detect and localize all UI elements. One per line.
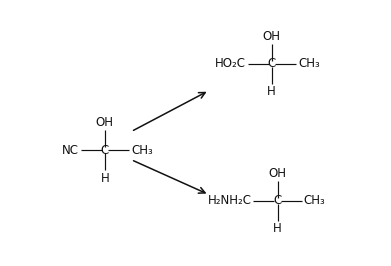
Text: CH₃: CH₃ bbox=[298, 57, 320, 70]
Text: OH: OH bbox=[269, 167, 287, 180]
Text: HO₂C: HO₂C bbox=[215, 57, 246, 70]
Text: CH₃: CH₃ bbox=[131, 144, 153, 157]
Text: C: C bbox=[267, 57, 276, 70]
Text: H₂NH₂C: H₂NH₂C bbox=[207, 194, 251, 207]
Text: NC: NC bbox=[62, 144, 79, 157]
Text: H: H bbox=[100, 172, 109, 185]
Text: C: C bbox=[100, 144, 109, 157]
Text: OH: OH bbox=[263, 30, 281, 43]
Text: H: H bbox=[273, 222, 282, 235]
Text: C: C bbox=[273, 194, 282, 207]
Text: H: H bbox=[267, 85, 276, 98]
Text: OH: OH bbox=[96, 116, 114, 129]
Text: CH₃: CH₃ bbox=[304, 194, 326, 207]
